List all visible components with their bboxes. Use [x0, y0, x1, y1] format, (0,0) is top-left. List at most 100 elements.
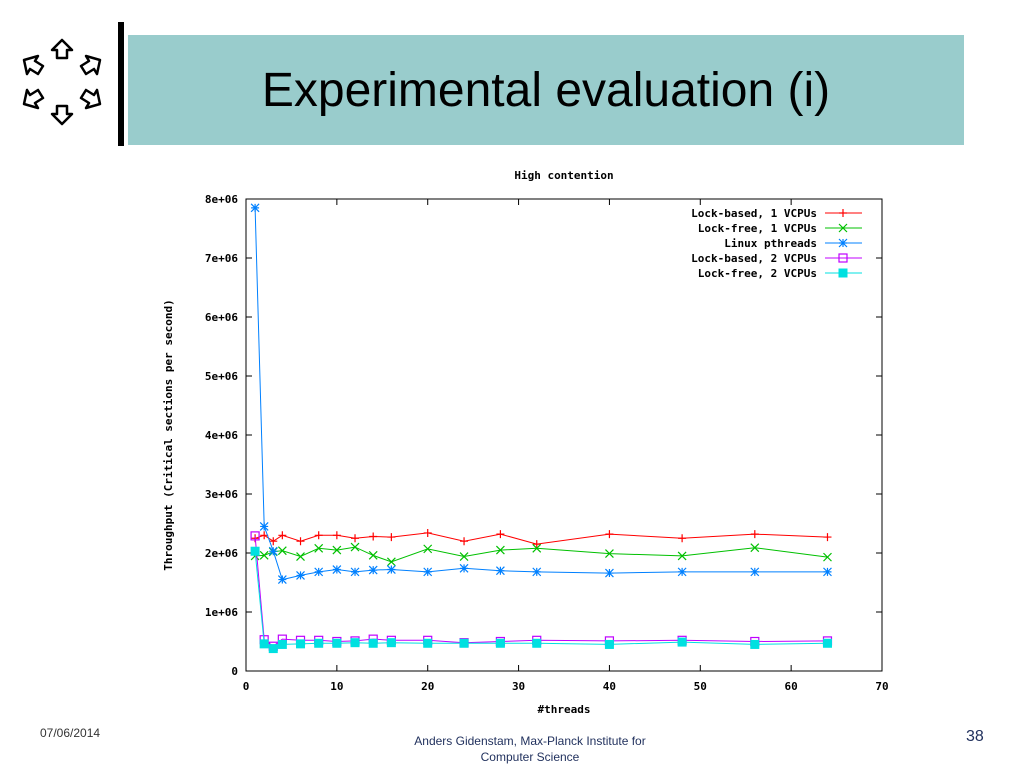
series-1	[251, 528, 832, 549]
data-point	[605, 549, 614, 559]
legend-marker	[838, 268, 848, 278]
data-point	[314, 543, 324, 553]
data-point	[350, 638, 360, 648]
data-point	[250, 203, 260, 213]
page-title: Experimental evaluation (i)	[261, 63, 831, 117]
footer-date: 07/06/2014	[40, 726, 101, 740]
footer-author-line-1: Anders Gidenstam, Max-Planck Institute f…	[414, 734, 646, 748]
y-tick-label: 8e+06	[205, 193, 238, 206]
data-point	[332, 565, 342, 574]
data-point	[459, 563, 469, 573]
data-point	[296, 570, 305, 580]
data-point	[332, 545, 342, 555]
data-point	[369, 532, 378, 541]
data-point	[387, 533, 396, 542]
data-point	[351, 534, 360, 543]
y-tick-label: 5e+06	[205, 370, 238, 383]
data-point	[750, 543, 760, 553]
data-point	[268, 546, 278, 556]
data-point	[423, 544, 433, 554]
legend-marker	[838, 223, 848, 233]
legend-item: Lock-based, 1 VCPUs	[691, 207, 862, 220]
footer-author-line-2: Computer Science	[480, 750, 580, 764]
y-tick-label: 1e+06	[205, 606, 238, 619]
data-point	[677, 551, 687, 561]
legend-label: Lock-free, 2 VCPUs	[698, 267, 817, 280]
x-tick-label: 0	[243, 680, 250, 693]
data-point	[495, 638, 505, 648]
line-chart: High contention 0 10 20 30 40 50 60 70 0 1e+06 2e+…	[162, 169, 889, 716]
x-tick-label: 30	[512, 680, 525, 693]
legend-marker	[838, 253, 848, 263]
series-3	[250, 203, 832, 584]
data-point	[296, 639, 306, 649]
data-point	[277, 575, 287, 584]
legend-marker	[839, 209, 847, 217]
data-point	[314, 638, 324, 648]
x-axis-label: #threads	[538, 703, 591, 716]
legend-item: Lock-free, 1 VCPUs	[698, 222, 862, 235]
x-tick-label: 60	[785, 680, 798, 693]
series-layer	[250, 203, 833, 654]
data-point	[277, 639, 287, 649]
data-point	[332, 531, 341, 540]
data-point	[268, 644, 278, 654]
data-point	[250, 531, 260, 541]
y-axis-label: Throughput (Critical sections per second…	[162, 299, 175, 571]
axis-ticks: 0 10 20 30 40 50 60 70 0 1e+06 2e+06 3e+06 4e+06 5e+0…	[205, 193, 889, 693]
data-point	[269, 537, 278, 546]
data-point	[459, 638, 469, 648]
data-point	[605, 568, 614, 578]
legend-item: Lock-free, 2 VCPUs	[698, 267, 862, 280]
data-point	[332, 638, 342, 648]
data-point	[495, 566, 505, 576]
data-point	[278, 531, 287, 540]
data-point	[459, 552, 469, 561]
y-tick-label: 4e+06	[205, 429, 238, 442]
x-tick-label: 70	[875, 680, 888, 693]
x-tick-label: 50	[694, 680, 707, 693]
data-point	[250, 546, 260, 556]
data-point	[296, 537, 305, 546]
title-divider	[118, 22, 124, 146]
hexagon-arrows-logo-icon	[22, 38, 102, 126]
series-2	[250, 542, 832, 567]
data-point	[423, 567, 433, 577]
data-point	[350, 567, 360, 577]
data-point	[296, 552, 305, 561]
data-point	[423, 638, 433, 648]
data-point	[314, 531, 323, 540]
data-point	[532, 638, 542, 648]
data-point	[259, 639, 269, 649]
data-point	[532, 540, 541, 549]
y-tick-label: 7e+06	[205, 252, 238, 265]
y-tick-label: 6e+06	[205, 311, 238, 324]
data-point	[460, 537, 469, 546]
data-point	[386, 557, 396, 567]
x-tick-label: 10	[330, 680, 343, 693]
data-point	[822, 638, 832, 648]
data-point	[532, 543, 542, 553]
series-line	[254, 532, 828, 545]
y-tick-label: 0	[231, 665, 238, 678]
data-point	[496, 530, 505, 539]
data-point	[678, 534, 687, 543]
series-5	[250, 546, 832, 654]
data-point	[368, 638, 378, 648]
series-line	[254, 207, 828, 581]
x-tick-label: 40	[603, 680, 616, 693]
data-point	[368, 550, 378, 560]
y-tick-label: 3e+06	[205, 488, 238, 501]
data-point	[495, 545, 505, 555]
data-point	[604, 639, 614, 649]
data-point	[750, 567, 760, 577]
footer-author: Anders Gidenstam, Max-Planck Institute f…	[380, 733, 680, 765]
data-point	[259, 550, 269, 560]
data-point	[260, 531, 269, 540]
data-point	[605, 530, 614, 539]
chart-title: High contention	[514, 169, 613, 182]
data-point	[423, 528, 432, 537]
data-point	[823, 552, 832, 562]
series-line	[254, 535, 828, 647]
legend-item: Linux pthreads	[724, 237, 862, 250]
